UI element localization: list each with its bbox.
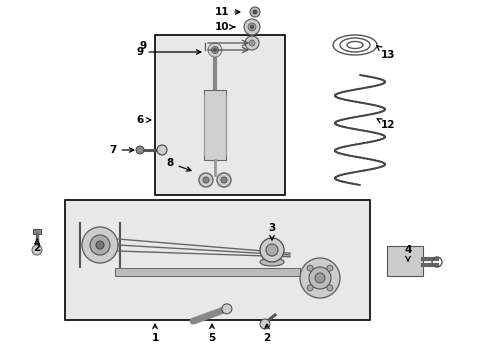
Circle shape [252, 10, 257, 14]
Text: 6: 6 [136, 115, 150, 125]
Circle shape [217, 173, 230, 187]
Text: 2: 2 [263, 324, 270, 343]
Circle shape [306, 265, 312, 271]
Circle shape [244, 19, 260, 35]
Circle shape [250, 26, 253, 28]
Circle shape [207, 43, 222, 57]
Circle shape [260, 319, 269, 329]
Text: 4: 4 [404, 245, 411, 261]
Circle shape [299, 258, 339, 298]
Circle shape [96, 241, 104, 249]
Circle shape [247, 23, 256, 31]
Text: 8: 8 [166, 158, 191, 171]
Text: 12: 12 [376, 119, 394, 130]
Circle shape [211, 46, 218, 54]
Text: 10: 10 [214, 22, 234, 32]
Circle shape [260, 238, 284, 262]
Circle shape [265, 244, 278, 256]
Circle shape [248, 40, 254, 46]
Circle shape [32, 245, 42, 255]
Circle shape [306, 285, 312, 291]
Circle shape [82, 227, 118, 263]
Circle shape [136, 146, 143, 154]
Circle shape [157, 145, 167, 155]
Circle shape [249, 7, 260, 17]
Text: 5: 5 [208, 324, 215, 343]
Circle shape [326, 265, 332, 271]
Bar [33, 229, 41, 234]
Text: 13: 13 [376, 45, 394, 60]
Circle shape [308, 267, 330, 289]
Circle shape [314, 273, 325, 283]
Text: 2: 2 [33, 239, 41, 253]
Bar [386, 246, 422, 276]
Bar [115, 268, 299, 276]
Circle shape [222, 304, 231, 314]
Text: 1: 1 [151, 324, 158, 343]
Text: 9: 9 [136, 47, 201, 57]
Circle shape [203, 177, 208, 183]
Bar [155, 35, 285, 195]
Circle shape [213, 49, 216, 51]
Circle shape [244, 36, 259, 50]
Bar [65, 200, 369, 320]
Text: 3: 3 [268, 223, 275, 240]
Circle shape [221, 177, 226, 183]
Text: 11: 11 [214, 7, 239, 17]
Text: 9: 9 [139, 41, 146, 51]
Circle shape [199, 173, 213, 187]
Circle shape [90, 235, 110, 255]
Ellipse shape [260, 258, 284, 266]
Circle shape [326, 285, 332, 291]
Bar [203, 90, 225, 160]
Text: 7: 7 [109, 145, 134, 155]
